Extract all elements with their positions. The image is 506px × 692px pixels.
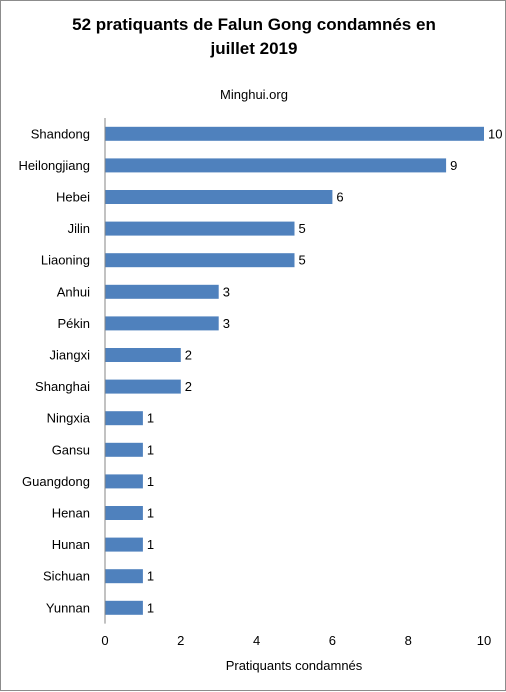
category-label: Hebei bbox=[56, 190, 90, 205]
bar bbox=[105, 190, 333, 204]
category-label: Jiangxi bbox=[50, 348, 91, 363]
data-label: 1 bbox=[147, 569, 154, 584]
bar bbox=[105, 126, 484, 141]
category-label: Hunan bbox=[52, 537, 90, 552]
data-label: 1 bbox=[147, 411, 154, 426]
x-tick-label: 8 bbox=[405, 633, 412, 648]
category-label: Ningxia bbox=[47, 411, 91, 426]
x-tick-label: 2 bbox=[177, 633, 184, 648]
data-label: 1 bbox=[147, 537, 154, 552]
data-label: 10 bbox=[488, 126, 502, 141]
bar bbox=[105, 253, 295, 268]
bar bbox=[105, 316, 219, 331]
chart-title-line-1: 52 pratiquants de Falun Gong condamnés e… bbox=[72, 15, 436, 34]
category-label: Shandong bbox=[31, 126, 90, 141]
data-label: 3 bbox=[223, 284, 230, 299]
data-labels-group: 10 9 6 5 5 3 3 2 2 1 1 1 1 1 1 1 bbox=[147, 126, 503, 615]
data-label: 3 bbox=[223, 316, 230, 331]
category-labels-group: Shandong Heilongjiang Hebei Jilin Liaoning An… bbox=[18, 126, 90, 615]
category-label: Guangdong bbox=[22, 474, 90, 489]
data-label: 9 bbox=[450, 158, 457, 173]
category-label: Heilongjiang bbox=[18, 158, 90, 173]
category-label: Henan bbox=[52, 506, 90, 521]
bar bbox=[105, 348, 181, 362]
data-label: 5 bbox=[299, 253, 306, 268]
x-tick-label: 6 bbox=[329, 633, 336, 648]
chart-title-line-2: juillet 2019 bbox=[210, 39, 298, 58]
x-tick-label: 4 bbox=[253, 633, 260, 648]
x-tick-label: 10 bbox=[477, 633, 491, 648]
x-tick-label: 0 bbox=[101, 633, 108, 648]
x-tick-labels-group: 0 2 4 6 8 10 bbox=[101, 633, 491, 648]
bar bbox=[105, 284, 219, 299]
bar bbox=[105, 474, 143, 489]
bar bbox=[105, 379, 181, 394]
bar bbox=[105, 506, 143, 520]
category-label: Liaoning bbox=[41, 253, 90, 268]
data-label: 1 bbox=[147, 506, 154, 521]
category-label: Yunnan bbox=[46, 600, 90, 615]
bar bbox=[105, 411, 143, 426]
data-label: 2 bbox=[185, 348, 192, 363]
bar bbox=[105, 537, 143, 552]
data-label: 1 bbox=[147, 474, 154, 489]
category-label: Sichuan bbox=[43, 569, 90, 584]
bars-group bbox=[105, 126, 484, 615]
category-label: Shanghai bbox=[35, 379, 90, 394]
bar bbox=[105, 158, 447, 173]
category-label: Gansu bbox=[52, 442, 90, 457]
data-label: 1 bbox=[147, 600, 154, 615]
data-label: 5 bbox=[299, 221, 306, 236]
category-label: Pékin bbox=[57, 316, 90, 331]
data-label: 6 bbox=[336, 190, 343, 205]
bar bbox=[105, 569, 143, 584]
x-axis-label: Pratiquants condamnés bbox=[226, 658, 363, 673]
data-label: 1 bbox=[147, 442, 154, 457]
category-label: Jilin bbox=[68, 221, 90, 236]
data-label: 2 bbox=[185, 379, 192, 394]
bar bbox=[105, 442, 143, 457]
bar bbox=[105, 600, 143, 615]
bar bbox=[105, 221, 295, 236]
category-label: Anhui bbox=[57, 284, 90, 299]
chart-subtitle: Minghui.org bbox=[220, 87, 288, 102]
